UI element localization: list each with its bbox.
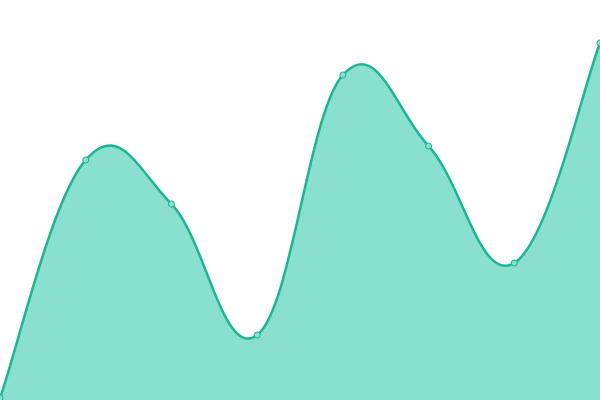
point bbox=[253, 331, 261, 339]
point bbox=[82, 156, 90, 164]
point bbox=[167, 200, 175, 208]
point bbox=[510, 259, 518, 267]
point bbox=[596, 39, 600, 47]
point bbox=[0, 394, 4, 400]
point bbox=[425, 142, 433, 150]
area-fill bbox=[0, 43, 600, 400]
point bbox=[339, 71, 347, 79]
